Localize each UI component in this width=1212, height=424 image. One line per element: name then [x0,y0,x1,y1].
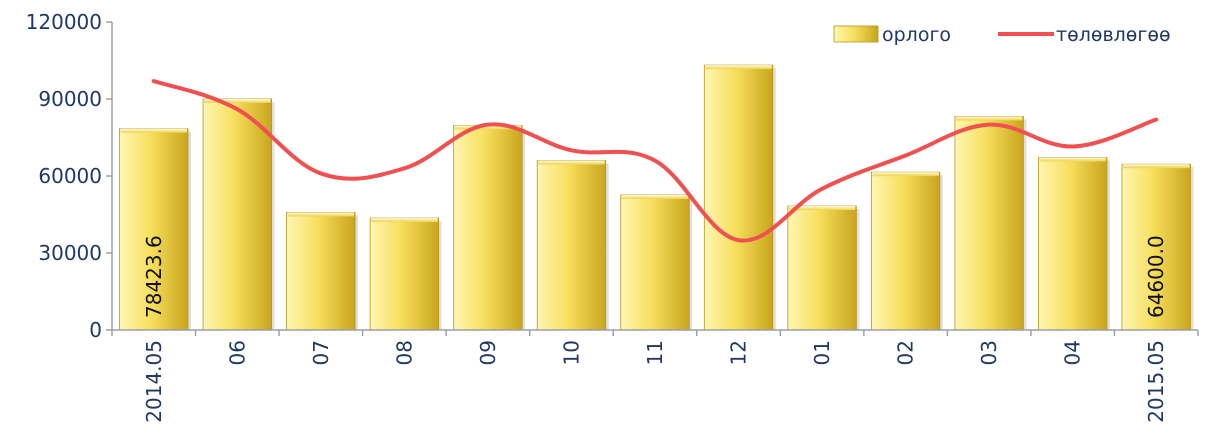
bar-top-bevel [538,160,605,165]
y-tick-label: 90000 [38,87,102,111]
x-tick-label: 10 [559,340,583,365]
bar-top-bevel [1039,157,1106,162]
bar-top-bevel [705,65,772,70]
x-tick-label: 2014.05 [142,340,166,423]
bar-top-bevel [955,116,1023,121]
bar-top-bevel [287,212,355,217]
legend-label-tolovlogoo: төлөвлөгөө [1056,24,1171,46]
x-tick-label: 01 [810,340,834,365]
y-tick-label: 0 [89,318,102,342]
bar-orlogo-03 [954,116,1024,331]
x-tick-label: 11 [643,340,667,365]
x-tick-label: 06 [225,340,249,365]
bar-orlogo-10 [536,160,607,331]
x-tick-label: 12 [727,340,751,365]
bar-orlogo-08 [369,217,440,331]
bar-top-bevel [454,125,522,130]
bar-orlogo-12 [703,64,774,331]
legend-label-orlogo: орлого [882,24,951,46]
x-tick-label: 07 [309,340,333,365]
bar-top-bevel [120,128,188,133]
bar-orlogo-01 [787,205,857,331]
line-layer [151,79,1159,243]
x-tick-label: 08 [392,340,416,365]
axes-layer: 0 30000 60000 90000 120000 2014.05 06 07 08 09 10 1… [26,10,1199,423]
y-tick-label: 30000 [38,241,102,265]
labels-layer: 78423.6 64600.0 [142,235,1168,318]
y-tick-label: 60000 [38,164,102,188]
bar-orlogo-02 [870,171,941,331]
bar-top-bevel [621,194,689,199]
bar-top-bevel [371,218,438,223]
bar-orlogo-11 [620,194,690,331]
bar-top-bevel [872,172,939,177]
x-tick-label: 03 [977,340,1001,365]
legend: орлого төлөвлөгөө [833,24,1171,46]
x-tick-label: 02 [894,340,918,365]
x-tick-label: 04 [1061,340,1085,365]
bar-orlogo-07 [286,212,356,331]
bar-top-bevel [1122,164,1190,169]
data-label: 78423.6 [142,235,166,318]
bar-orlogo-2015.05 [1121,163,1191,331]
data-label: 64600.0 [1144,235,1168,318]
line-tolovlogoo [151,79,1159,243]
bar-top-bevel [788,206,856,211]
bar-orlogo-04 [1038,157,1108,331]
bars-layer [119,64,1194,331]
legend-bar-swatch [833,25,879,43]
bar-orlogo-2014.05 [119,128,189,331]
bar-orlogo-06 [202,98,272,331]
x-tick-label: 2015.05 [1144,340,1168,423]
x-tick-label: 09 [476,340,500,365]
y-tick-label: 120000 [26,10,102,34]
bar-orlogo-09 [453,125,523,331]
bar-top-bevel [204,99,271,103]
